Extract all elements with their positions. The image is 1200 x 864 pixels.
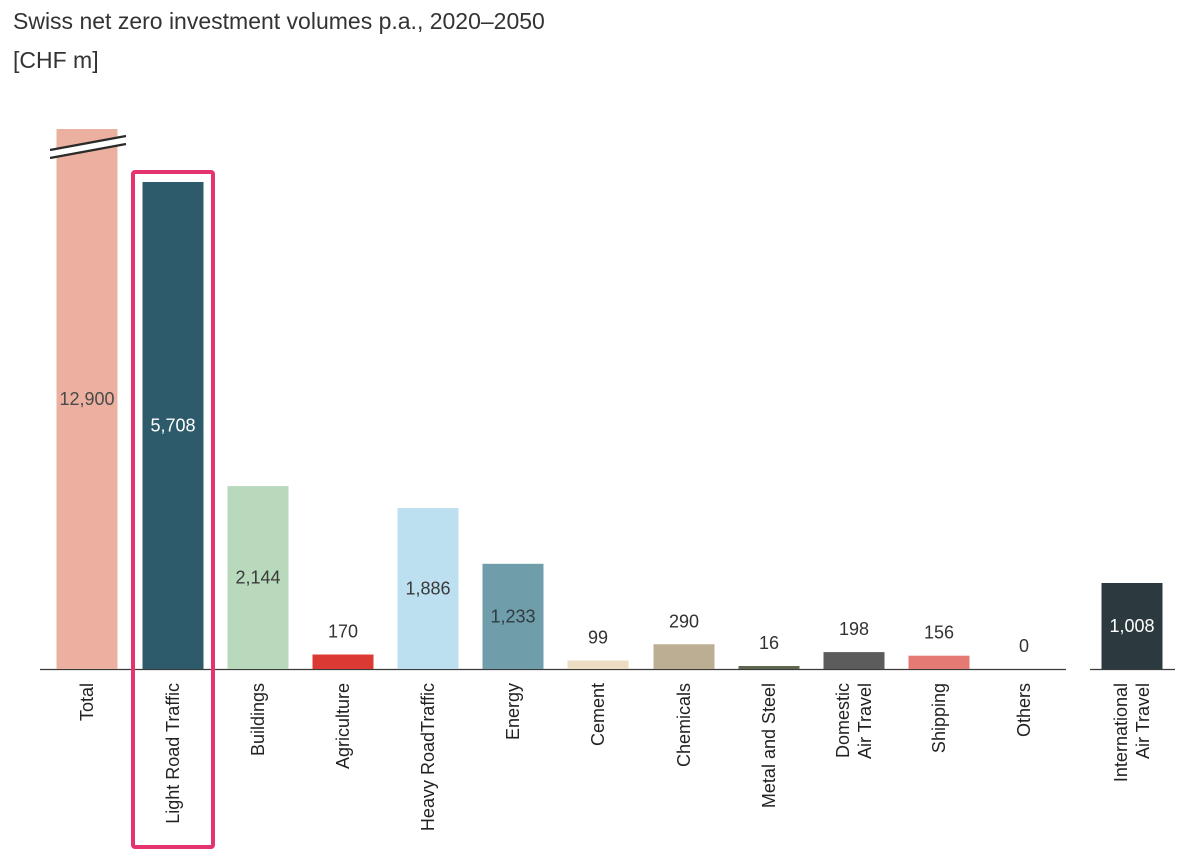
category-label-line: Heavy RoadTraffic [418,683,438,831]
bar-agriculture [312,654,374,669]
bar-international-air-travel [1101,582,1163,669]
category-label-international-air-travel: International Air Travel [1111,683,1153,782]
bar-total [56,129,118,669]
category-label-agriculture: Agriculture [333,683,353,769]
data-label-international-air-travel: 1,008 [1109,616,1154,636]
category-label-line: Cement [588,683,608,746]
data-label-total: 12,900 [59,389,114,409]
data-label-others: 0 [1019,636,1029,656]
category-label-metal-and-steel: Metal and Steel [759,683,779,808]
category-label-line: Energy [503,683,523,740]
data-label-agriculture: 170 [328,621,358,641]
axis-break-mark-upper [49,134,127,152]
category-label-cement: Cement [588,683,608,746]
bar-chemicals [653,644,715,669]
category-label-line: Metal and Steel [759,683,779,808]
category-label-line: Air Travel [1133,683,1153,759]
bar-buildings [227,486,289,669]
category-label-total: Total [77,683,97,721]
category-label-light-road-traffic: Light Road Traffic [163,683,183,824]
category-label-domestic-air-travel: Domestic Air Travel [833,683,875,759]
data-label-cement: 99 [588,628,608,648]
axis-break-gap [49,135,127,159]
category-label-line: Total [77,683,97,721]
category-label-others: Others [1014,683,1034,737]
category-label-heavy-roadtraffic: Heavy RoadTraffic [418,683,438,831]
category-label-shipping: Shipping [929,683,949,753]
chart-subtitle: [CHF m] [13,47,99,73]
data-label-shipping: 156 [924,623,954,643]
category-label-line: International [1111,683,1131,782]
data-label-buildings: 2,144 [235,568,280,588]
bar-light-road-traffic [142,182,204,669]
category-label-buildings: Buildings [248,683,268,756]
category-label-chemicals: Chemicals [674,683,694,767]
category-label-line: Others [1014,683,1034,737]
category-label-line: Domestic [833,683,853,758]
bar-shipping [908,655,970,669]
category-label-line: Agriculture [333,683,353,769]
data-label-metal-and-steel: 16 [759,633,779,653]
bar-cement [567,660,629,669]
category-label-energy: Energy [503,683,523,740]
bar-energy [482,563,544,669]
category-label-line: Chemicals [674,683,694,767]
chart-title: Swiss net zero investment volumes p.a., … [13,8,545,34]
data-label-domestic-air-travel: 198 [839,619,869,639]
category-label-line: Shipping [929,683,949,753]
axis-break-mark-lower [49,142,127,160]
category-label-line: Light Road Traffic [163,683,183,824]
data-label-chemicals: 290 [669,611,699,631]
bar-metal-and-steel [738,666,800,669]
highlight-frame [131,170,215,849]
data-label-heavy-roadtraffic: 1,886 [405,579,450,599]
bar-heavy-roadtraffic [397,508,459,669]
category-label-line: Buildings [248,683,268,756]
data-label-light-road-traffic: 5,708 [150,416,195,436]
bar-domestic-air-travel [823,652,885,669]
data-label-energy: 1,233 [490,606,535,626]
category-label-line: Air Travel [855,683,875,759]
